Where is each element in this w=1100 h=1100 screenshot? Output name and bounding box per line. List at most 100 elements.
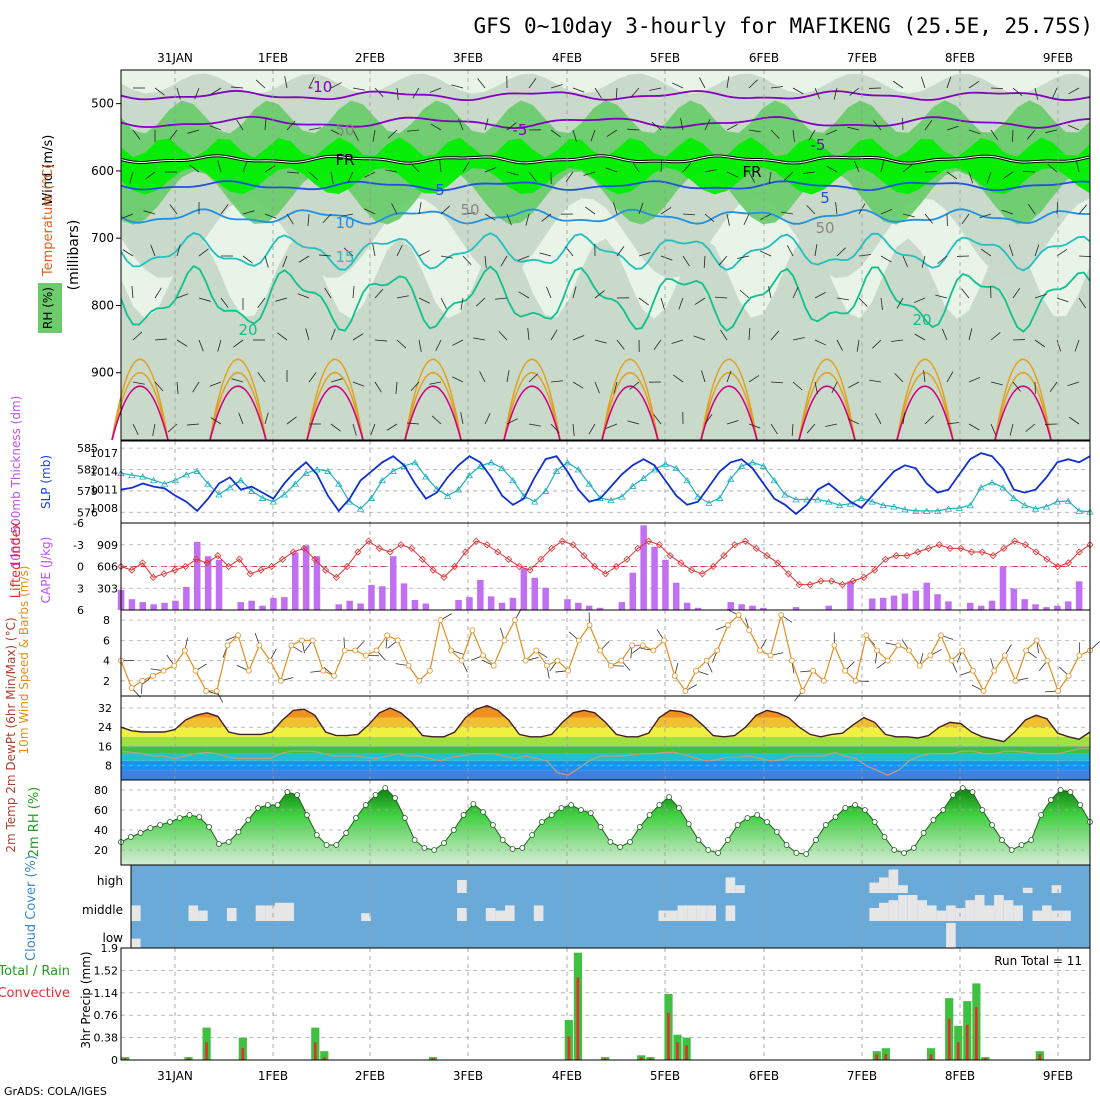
lifted-index-series-point xyxy=(1032,548,1040,556)
wind-barb xyxy=(660,207,672,215)
wind-barb xyxy=(308,372,317,383)
temp-axis-label: 2m Temp 2m DewPt (6hr Min/Max) (°C) xyxy=(4,617,18,852)
rh-series-point xyxy=(167,819,173,825)
lifted-index-series xyxy=(120,540,1091,586)
cape-bar xyxy=(945,601,952,610)
cape-bar xyxy=(879,597,887,610)
wind-speed-series-point xyxy=(703,657,710,664)
lifted-index-series-point xyxy=(300,544,308,552)
wind-barb xyxy=(1075,160,1080,173)
wind-barb xyxy=(1078,204,1088,215)
wind-speed-series-point xyxy=(1044,657,1051,664)
warm-layer-contour xyxy=(404,358,462,441)
wind-speed-series-point xyxy=(213,688,220,694)
wind-barb xyxy=(528,423,541,427)
rh-series-point xyxy=(274,802,281,808)
thickness-series-point xyxy=(585,480,593,487)
wind-barb xyxy=(894,373,904,383)
thickness-series-point xyxy=(999,484,1007,491)
wind-barb xyxy=(784,171,794,181)
lifted-index-series-point xyxy=(881,555,889,563)
wind-barb xyxy=(748,129,761,133)
upper-air-frame xyxy=(120,69,1091,441)
wind-barb xyxy=(606,129,618,137)
wind-barb xyxy=(517,255,530,261)
cape-tick-label: 606 xyxy=(97,561,118,574)
cloud-high-bar xyxy=(735,885,745,893)
cape-bar xyxy=(466,597,473,610)
rh-series-point xyxy=(705,847,712,853)
thickness-series-point xyxy=(857,494,866,501)
wind-barb xyxy=(968,423,980,431)
wind-barb xyxy=(792,286,799,299)
pressure-tick-label: 600 xyxy=(91,164,114,178)
lifted-index-series-point xyxy=(957,544,965,552)
wind-speed-series-point xyxy=(554,657,561,664)
precip-convective-bar xyxy=(649,1058,652,1060)
rh-series-point xyxy=(362,802,369,808)
thickness-series-point xyxy=(977,484,985,491)
wind-barb xyxy=(880,160,885,173)
wind-barb xyxy=(429,87,442,93)
rh-band-90 xyxy=(121,137,1090,195)
date-label-top: 9FEB xyxy=(1043,51,1073,65)
wind-barb xyxy=(386,423,398,431)
wind-barb xyxy=(594,339,607,344)
wind-barb xyxy=(792,129,795,142)
lifted-index-series-point xyxy=(268,562,276,571)
wind-barb xyxy=(431,415,442,425)
wind-barb xyxy=(305,328,310,341)
wind-barb xyxy=(286,120,296,131)
thickness-series-point xyxy=(1010,494,1018,501)
thickness-series-point xyxy=(237,476,245,484)
wind-barb xyxy=(169,129,178,140)
warm-layer-contour xyxy=(404,372,462,441)
cape-bar xyxy=(640,525,647,610)
wind-barb xyxy=(831,381,838,394)
pressure-tick-label: 700 xyxy=(91,231,114,245)
wind-barb xyxy=(154,381,164,392)
precip-convective-bar xyxy=(956,1042,960,1060)
lifted-index-series-point xyxy=(677,559,685,567)
cloud-middle-bar xyxy=(361,913,371,921)
cloud-middle-bar xyxy=(505,905,515,921)
wind-speed-series-point xyxy=(363,652,369,659)
wind-speed-series-point xyxy=(522,657,529,664)
wind-barb xyxy=(167,423,178,433)
lifted-index-series-point xyxy=(666,552,674,560)
wind-barb xyxy=(743,213,750,226)
rh-series-point xyxy=(431,847,438,853)
thickness-series-point xyxy=(792,496,800,503)
thickness-series-point xyxy=(476,462,484,469)
wind-barb xyxy=(1025,423,1036,432)
wind-barb xyxy=(1068,87,1080,95)
lifted-index-series-point xyxy=(278,555,287,563)
thickness-series-point xyxy=(302,469,310,476)
thickness-series-point xyxy=(683,476,691,484)
wind-barb xyxy=(330,423,341,432)
wind-barb xyxy=(968,328,973,341)
lifted-index-series-point xyxy=(763,552,771,560)
cape-bar xyxy=(825,605,832,610)
wind-barb xyxy=(1009,423,1014,436)
precip-convective-bar xyxy=(965,1024,969,1060)
wind-barb xyxy=(627,128,640,131)
lifted-index-series-point xyxy=(806,581,814,589)
wind-barb xyxy=(1078,297,1087,309)
lifted-index-series-point xyxy=(989,552,997,560)
cape-bar xyxy=(237,602,244,610)
precip-tick-label: 1.9 xyxy=(101,942,119,955)
wind-barb xyxy=(814,244,818,257)
wind-barb xyxy=(242,210,255,215)
rh-series-point xyxy=(607,839,614,845)
wind-barb xyxy=(352,286,355,299)
thickness-tick-label: 582 xyxy=(77,464,98,477)
thickness-series-point xyxy=(149,476,158,484)
thickness-series-point xyxy=(694,493,702,500)
wind-barb xyxy=(902,412,906,425)
warm-layer-contour xyxy=(503,358,561,441)
wind-barb xyxy=(896,297,904,309)
wind-speed-series-point xyxy=(927,652,934,659)
cape-lifted-panel: 303 606 909 -6 -3 0 3 6 Lifted Index CAPE (J/kg) xyxy=(9,517,1094,617)
thickness-series-point xyxy=(824,498,833,505)
